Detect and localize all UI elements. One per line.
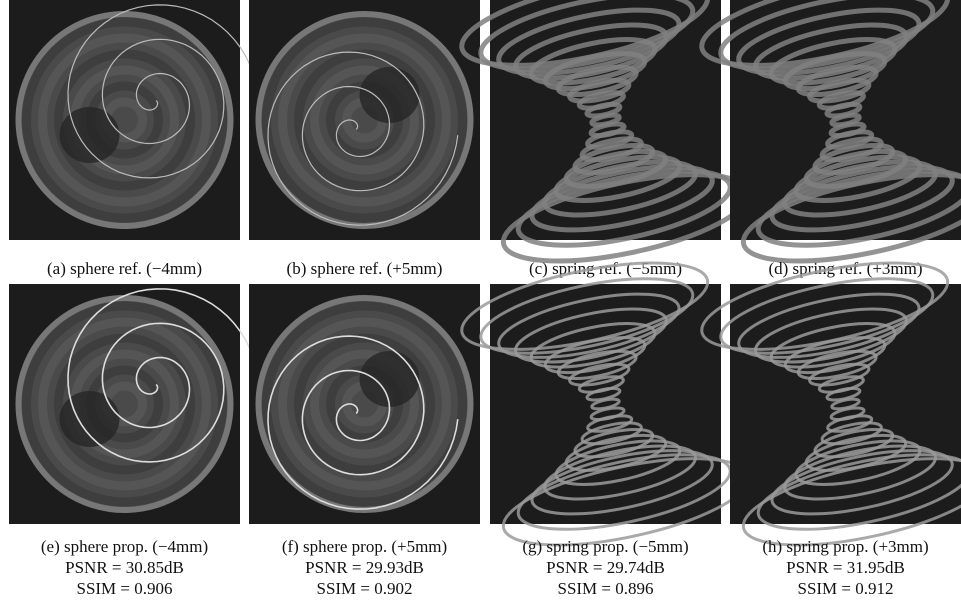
caption: (h) spring prop. (+3mm): [762, 537, 928, 556]
sphere-shell: [19, 14, 231, 226]
panel: (d) spring ref. (+3mm): [695, 0, 961, 278]
psnr: PSNR = 29.74dB: [546, 558, 665, 577]
panel: (c) spring ref. (−5mm): [455, 0, 757, 278]
ssim: SSIM = 0.912: [797, 579, 893, 598]
sphere-shadow: [360, 351, 420, 407]
ssim: SSIM = 0.896: [557, 579, 653, 598]
panel: (e) sphere prop. (−4mm) PSNR = 30.85dB SSI…: [9, 284, 258, 598]
panel: (a) sphere ref. (−4mm): [9, 0, 258, 278]
figure: (a) sphere ref. (−4mm) (b) sphere ref. (+…: [0, 0, 961, 601]
sphere-shadow: [60, 391, 120, 447]
panel: (h) spring prop. (+3mm) PSNR = 31.95dB SSI…: [695, 246, 961, 598]
caption: (e) sphere prop. (−4mm): [41, 537, 208, 556]
psnr: PSNR = 29.93dB: [305, 558, 424, 577]
panel: (f) sphere prop. (+5mm) PSNR = 29.93dB SSI…: [249, 284, 480, 598]
psnr: PSNR = 31.95dB: [786, 558, 905, 577]
ssim: SSIM = 0.902: [316, 579, 412, 598]
psnr: PSNR = 30.85dB: [65, 558, 184, 577]
caption: (a) sphere ref. (−4mm): [47, 259, 202, 278]
panel: (b) sphere ref. (+5mm): [249, 0, 480, 278]
caption: (f) sphere prop. (+5mm): [282, 537, 447, 556]
sphere-shadow: [60, 107, 120, 163]
panel: (g) spring prop. (−5mm) PSNR = 29.74dB SSI…: [455, 246, 757, 598]
caption: (g) spring prop. (−5mm): [522, 537, 688, 556]
sphere-shadow: [360, 67, 420, 123]
ssim: SSIM = 0.906: [76, 579, 172, 598]
caption: (b) sphere ref. (+5mm): [287, 259, 443, 278]
sphere-shell: [19, 298, 231, 510]
